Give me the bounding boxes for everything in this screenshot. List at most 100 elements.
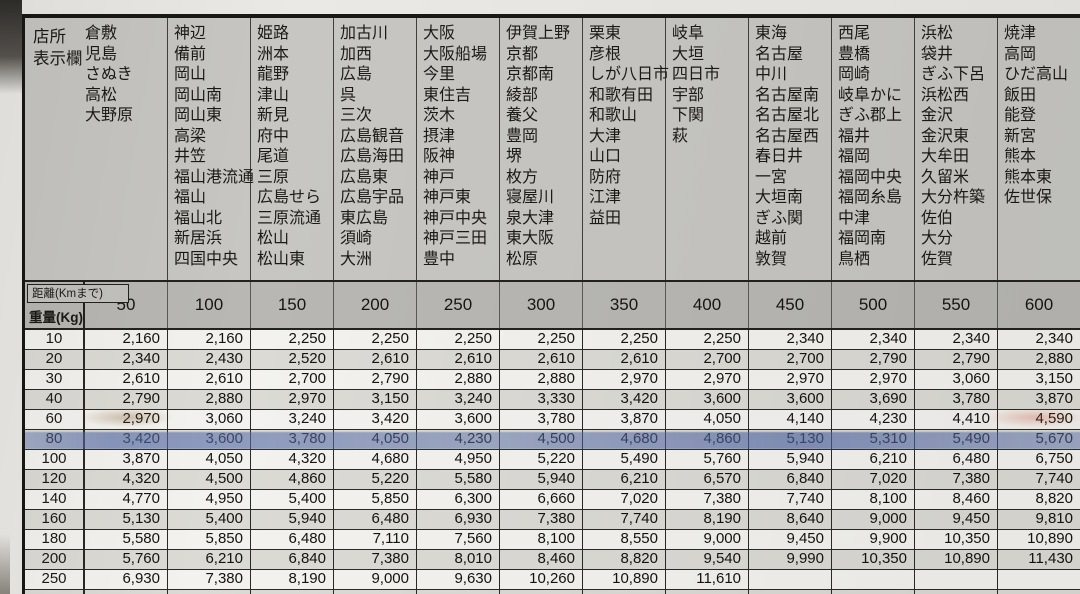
station-name: 東広島 (340, 209, 389, 227)
rate-cell-80kg-200km: 4,050 (334, 430, 417, 449)
station-name: 山口 (589, 148, 622, 165)
rate-cell-80kg-400km: 4,860 (666, 430, 749, 449)
rate-cell-40kg-550km: 3,780 (915, 390, 998, 409)
rate-cell-200kg-250km: 8,010 (417, 550, 500, 569)
station-list-150km: 姫路 洲本 龍野 津山 新見 府中 尾道 三原 広島せら 三原流通 松山 松山東 (251, 18, 334, 280)
rate-cell-80kg-350km: 4,680 (583, 430, 666, 449)
rate-cell-20kg-500km: 2,790 (832, 350, 915, 369)
station-name: 松山東 (257, 250, 306, 268)
store-display-column-label: 店所 表示欄 (33, 26, 83, 70)
distance-header-100: 100 (168, 282, 251, 328)
station-list-600km: 焼津 高岡 ひだ高山 飯田 能登 新宮 熊本 熊本東 佐世保 (998, 18, 1080, 280)
station-name: 高松 (85, 86, 118, 104)
rate-cell-xkg-200km (334, 590, 417, 594)
rate-cell-10kg-450km: 2,340 (749, 330, 832, 349)
rate-cell-10kg-350km: 2,250 (583, 330, 666, 349)
station-name: 枚方 (506, 168, 539, 186)
rate-cell-60kg-200km: 3,420 (334, 410, 417, 429)
rate-cell-180kg-500km: 9,900 (832, 530, 915, 549)
station-name: 泉大津 (506, 209, 555, 227)
station-name: 袋井 (921, 45, 954, 63)
rate-cell-250kg-200km: 9,000 (334, 570, 417, 589)
rate-cell-xkg-150km (251, 590, 334, 594)
station-name: 豊中 (423, 250, 456, 268)
station-name: 岡崎 (838, 66, 871, 83)
station-name: 摂津 (423, 127, 456, 145)
rate-cell-160kg-500km: 9,000 (832, 510, 915, 529)
station-name: 中川 (755, 66, 788, 83)
rate-cell-160kg-250km: 6,930 (417, 510, 500, 529)
station-name: 佐世保 (1004, 189, 1053, 206)
station-name: 高梁 (174, 127, 207, 145)
station-name: 三次 (340, 107, 373, 124)
rate-row-160kg: 160 5,130 5,400 5,940 6,480 6,930 7,380 7,740 8,… (25, 510, 1080, 530)
station-name: 新宮 (1004, 127, 1037, 145)
rate-cell-20kg-600km: 2,880 (998, 350, 1080, 369)
rate-cell-160kg-150km: 5,940 (251, 510, 334, 529)
page-edge-shadow-top-left (0, 0, 22, 94)
rate-cell-250kg-50km: 6,930 (85, 570, 168, 589)
rate-cell-30kg-550km: 3,060 (915, 370, 998, 389)
station-name: 敦賀 (755, 250, 788, 268)
station-name: 浜松西 (921, 86, 970, 104)
rate-cell-140kg-300km: 6,660 (500, 490, 583, 509)
station-name: 大垣南 (755, 189, 804, 206)
weight-label-cell: 40 (25, 390, 85, 409)
rate-cell-120kg-100km: 4,500 (168, 470, 251, 489)
rate-cell-100kg-500km: 6,210 (832, 450, 915, 469)
rate-cell-160kg-550km: 9,450 (915, 510, 998, 529)
rate-cell-30kg-450km: 2,970 (749, 370, 832, 389)
rate-cell-100kg-450km: 5,940 (749, 450, 832, 469)
station-name: 大阪 (423, 25, 456, 42)
station-name: 大垣 (672, 45, 705, 63)
station-name: 久留米 (921, 168, 970, 186)
rate-row-250kg: 250 6,930 7,380 8,190 9,000 9,630 10,260 10,890… (25, 570, 1080, 590)
rate-row-30kg: 30 2,610 2,610 2,700 2,790 2,880 2,880 2,970 2,9… (25, 370, 1080, 390)
rate-cell-200kg-600km: 11,430 (998, 550, 1080, 569)
station-name: 大牟田 (921, 148, 970, 165)
station-name: 宇部 (672, 86, 705, 104)
station-name: 大阪船場 (423, 45, 488, 63)
rate-cell-xkg-500km (832, 590, 915, 594)
rate-row-180kg: 180 5,580 5,850 6,480 7,110 7,560 8,100 8,550 9,… (25, 530, 1080, 550)
weight-label-cell: 80 (25, 430, 85, 449)
rate-cell-140kg-50km: 4,770 (85, 490, 168, 509)
rate-cell-250kg-150km: 8,190 (251, 570, 334, 589)
rate-cell-100kg-100km: 4,050 (168, 450, 251, 469)
rate-cell-250kg-500km (832, 570, 915, 589)
weight-label-cell: 160 (25, 510, 85, 529)
rate-cell-120kg-250km: 5,580 (417, 470, 500, 489)
page-edge-shadow-bottom-left (0, 534, 10, 594)
rate-cell-20kg-300km: 2,610 (500, 350, 583, 369)
rate-cell-20kg-400km: 2,700 (666, 350, 749, 369)
distance-header-550: 550 (915, 282, 998, 328)
rate-row-140kg: 140 4,770 4,950 5,400 5,850 6,300 6,660 7,020 7,… (25, 490, 1080, 510)
weight-label-cell: 30 (25, 370, 85, 389)
distance-header-250: 250 (417, 282, 500, 328)
rate-cell-250kg-250km: 9,630 (417, 570, 500, 589)
station-name: 神戸東 (423, 189, 472, 206)
station-name: 西尾 (838, 25, 871, 42)
rate-cell-120kg-550km: 7,380 (915, 470, 998, 489)
station-name: 東住吉 (423, 86, 472, 104)
station-name: 焼津 (1004, 25, 1037, 42)
rate-cell-xkg-250km (417, 590, 500, 594)
rate-cell-60kg-50km: 2,970 (85, 410, 168, 429)
station-name: 中津 (838, 209, 871, 227)
rate-cell-10kg-100km: 2,160 (168, 330, 251, 349)
rate-table: 店所 表示欄 倉敷 児島 さぬき 高松 大野原 神辺 備前 岡山 岡山南 岡山東 高梁 井笠 福山港流… (22, 14, 1080, 594)
weight-label-cell (25, 590, 85, 594)
station-name: 江津 (589, 189, 622, 206)
station-name: 伊賀上野 (506, 25, 571, 42)
distance-header-600: 600 (998, 282, 1080, 328)
rate-cell-180kg-350km: 8,550 (583, 530, 666, 549)
station-name: 名古屋北 (755, 107, 820, 124)
rate-cell-200kg-500km: 10,350 (832, 550, 915, 569)
rate-cell-120kg-400km: 6,570 (666, 470, 749, 489)
rate-cell-250kg-550km (915, 570, 998, 589)
rate-cell-60kg-500km: 4,230 (832, 410, 915, 429)
station-name: 神戸 (423, 168, 456, 186)
station-name: 岡山 (174, 66, 207, 83)
rate-cell-60kg-550km: 4,410 (915, 410, 998, 429)
